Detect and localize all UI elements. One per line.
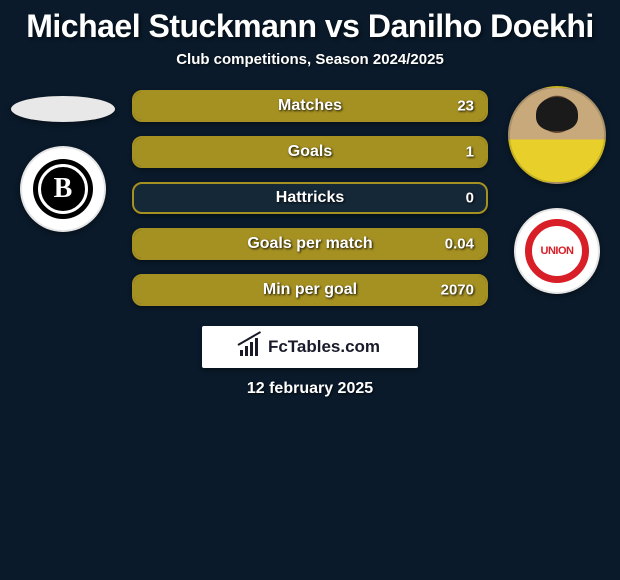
stat-row-goals: Goals 1 (132, 136, 488, 168)
stat-row-min-per-goal: Min per goal 2070 (132, 274, 488, 306)
player1-avatar-placeholder (11, 96, 115, 122)
stat-row-matches: Matches 23 (132, 90, 488, 122)
stat-value: 0 (466, 190, 474, 207)
stat-label: Goals per match (247, 235, 372, 253)
page-title: Michael Stuckmann vs Danilho Doekhi (0, 0, 620, 51)
stat-label: Goals (288, 143, 332, 161)
stat-value: 2070 (441, 282, 474, 299)
stat-value: 0.04 (445, 236, 474, 253)
stat-row-hattricks: Hattricks 0 (132, 182, 488, 214)
comparison-card: Michael Stuckmann vs Danilho Doekhi Club… (0, 0, 620, 398)
branding-badge: FcTables.com (202, 326, 418, 368)
stat-label: Hattricks (276, 189, 344, 207)
stat-row-goals-per-match: Goals per match 0.04 (132, 228, 488, 260)
subtitle: Club competitions, Season 2024/2025 (0, 51, 620, 86)
stat-label: Min per goal (263, 281, 357, 299)
stat-value: 23 (457, 98, 474, 115)
right-column: UNION (502, 86, 612, 294)
borussia-mgladbach-icon: B (33, 159, 93, 219)
player2-club-badge: UNION (514, 208, 600, 294)
fctables-chart-icon (240, 338, 262, 356)
union-berlin-icon: UNION (525, 219, 589, 283)
stat-label: Matches (278, 97, 342, 115)
left-column: B (8, 86, 118, 232)
player2-avatar (508, 86, 606, 184)
stat-value: 1 (466, 144, 474, 161)
stats-column: Matches 23 Goals 1 Hattricks 0 Goals per… (118, 86, 502, 306)
player1-club-badge: B (20, 146, 106, 232)
branding-text: FcTables.com (268, 337, 380, 357)
content-row: B Matches 23 Goals 1 Hattricks 0 Goa (0, 86, 620, 306)
date-text: 12 february 2025 (0, 380, 620, 398)
